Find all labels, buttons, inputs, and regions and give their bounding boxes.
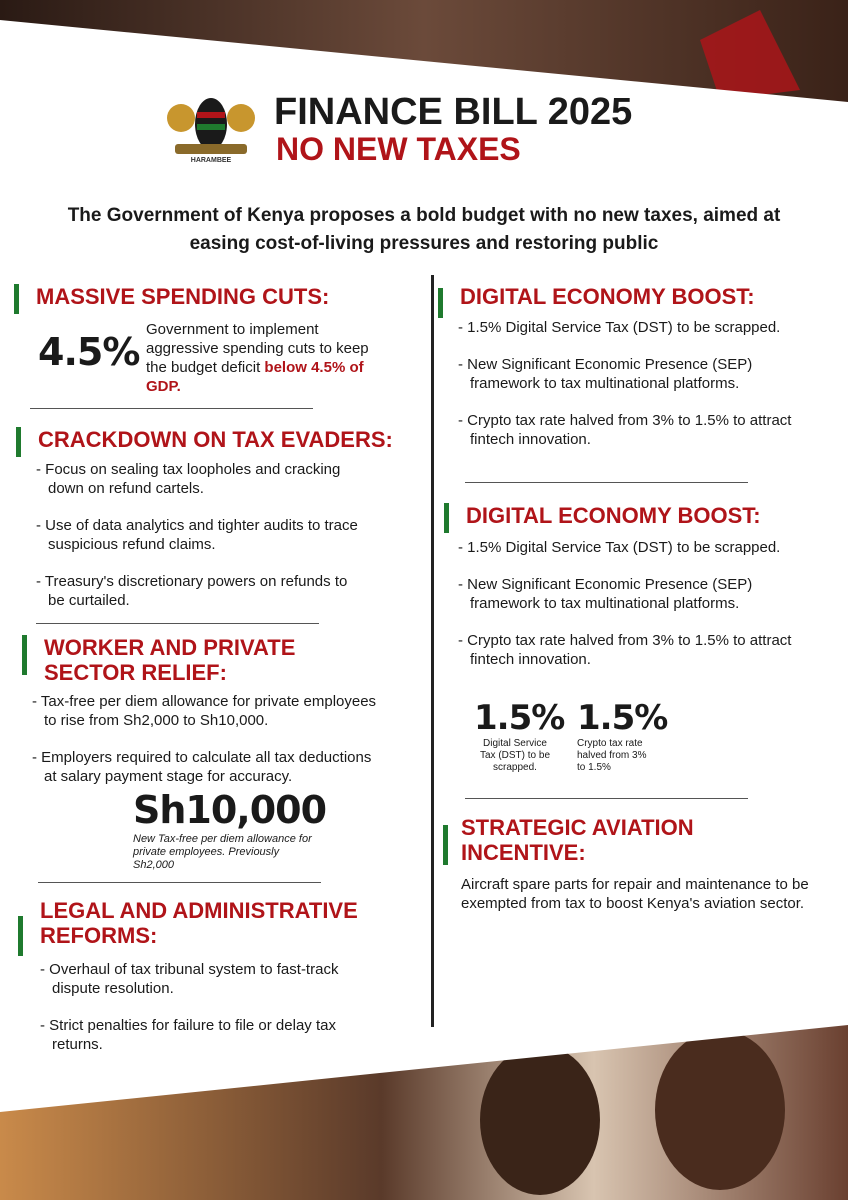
item: - Use of data analytics and tighter audi… [36, 517, 358, 553]
stat: Sh10,000 [133, 788, 327, 832]
section-heading: DIGITAL ECONOMY BOOST: [466, 503, 761, 528]
text: Government to implement aggressive spend… [146, 321, 369, 376]
item: Aircraft spare parts for repair and main… [461, 876, 809, 912]
item: - 1.5% Digital Service Tax (DST) to be s… [458, 319, 781, 336]
items: - Tax-free per diem allowance for privat… [32, 692, 382, 804]
section: WORKER AND PRIVATE SECTOR RELIEF: [22, 635, 344, 685]
item: - Crypto tax rate halved from 3% to 1.5%… [458, 412, 792, 448]
stat: 1.5% [577, 698, 668, 738]
accent-bar [16, 427, 21, 457]
item: - Overhaul of tax tribunal system to fas… [40, 961, 339, 997]
item: - Focus on sealing tax loopholes and cra… [36, 461, 341, 497]
item: - Tax-free per diem allowance for privat… [32, 693, 377, 729]
emblem-motto: HARAMBEE [191, 157, 232, 164]
section-heading: STRATEGIC AVIATION INCENTIVE: [461, 815, 694, 865]
divider [30, 408, 313, 409]
title: FINANCE BILL 2025 [274, 91, 633, 133]
item: - Employers required to calculate all ta… [32, 749, 372, 785]
section-heading: WORKER AND PRIVATE SECTOR RELIEF: [44, 635, 296, 685]
section-heading: DIGITAL ECONOMY BOOST: [460, 284, 755, 309]
section: DIGITAL ECONOMY BOOST: [438, 284, 830, 318]
accent-bar [444, 503, 449, 533]
divider [465, 482, 748, 483]
divider [36, 623, 319, 624]
item: - New Significant Economic Presence (SEP… [458, 576, 753, 612]
subtitle: NO NEW TAXES [276, 131, 521, 167]
section: MASSIVE SPENDING CUTS: [14, 284, 416, 314]
accent-bar [14, 284, 19, 314]
items: - Focus on sealing tax loopholes and cra… [36, 460, 366, 628]
items: - 1.5% Digital Service Tax (DST) to be s… [458, 538, 793, 687]
highlight: below 4.5% of GDP. [146, 359, 364, 395]
stat: 1.5% [474, 698, 565, 738]
item: - Crypto tax rate halved from 3% to 1.5%… [458, 632, 792, 668]
section-heading: LEGAL AND ADMINISTRATIVE REFORMS: [40, 898, 358, 948]
divider [38, 882, 321, 883]
item: - 1.5% Digital Service Tax (DST) to be s… [458, 539, 781, 556]
section: CRACKDOWN ON TAX EVADERS: [16, 427, 428, 457]
section-heading: MASSIVE SPENDING CUTS: [36, 284, 330, 309]
item: - Treasury's discretionary powers on ref… [36, 573, 348, 609]
stat-caption: Crypto tax rate halved from 3% to 1.5% [577, 738, 647, 773]
items: - 1.5% Digital Service Tax (DST) to be s… [458, 318, 793, 467]
column-divider [431, 275, 434, 1027]
accent-bar [443, 825, 448, 865]
stat: 4.5% [38, 330, 140, 374]
accent-bar [438, 288, 443, 318]
divider [465, 798, 748, 799]
accent-bar [22, 635, 27, 675]
section: STRATEGIC AVIATION INCENTIVE: [443, 815, 761, 865]
section: DIGITAL ECONOMY BOOST: [444, 503, 836, 533]
section-heading: CRACKDOWN ON TAX EVADERS: [38, 427, 393, 452]
items: - Overhaul of tax tribunal system to fas… [40, 960, 385, 1072]
section: LEGAL AND ADMINISTRATIVE REFORMS: [18, 898, 410, 956]
item: - New Significant Economic Presence (SEP… [458, 356, 753, 392]
intro: The Government of Kenya proposes a bold … [67, 205, 781, 254]
items: Aircraft spare parts for repair and main… [461, 875, 816, 931]
accent-bar [18, 916, 23, 956]
stat-caption: Digital Service Tax (DST) to be scrapped… [479, 738, 551, 773]
coat-of-arms: HARAMBEE [167, 98, 255, 164]
item: - Strict penalties for failure to file o… [40, 1017, 336, 1053]
stat-text: Government to implement aggressive spend… [146, 320, 381, 396]
stat-caption: New Tax-free per diem allowance for priv… [133, 833, 312, 871]
